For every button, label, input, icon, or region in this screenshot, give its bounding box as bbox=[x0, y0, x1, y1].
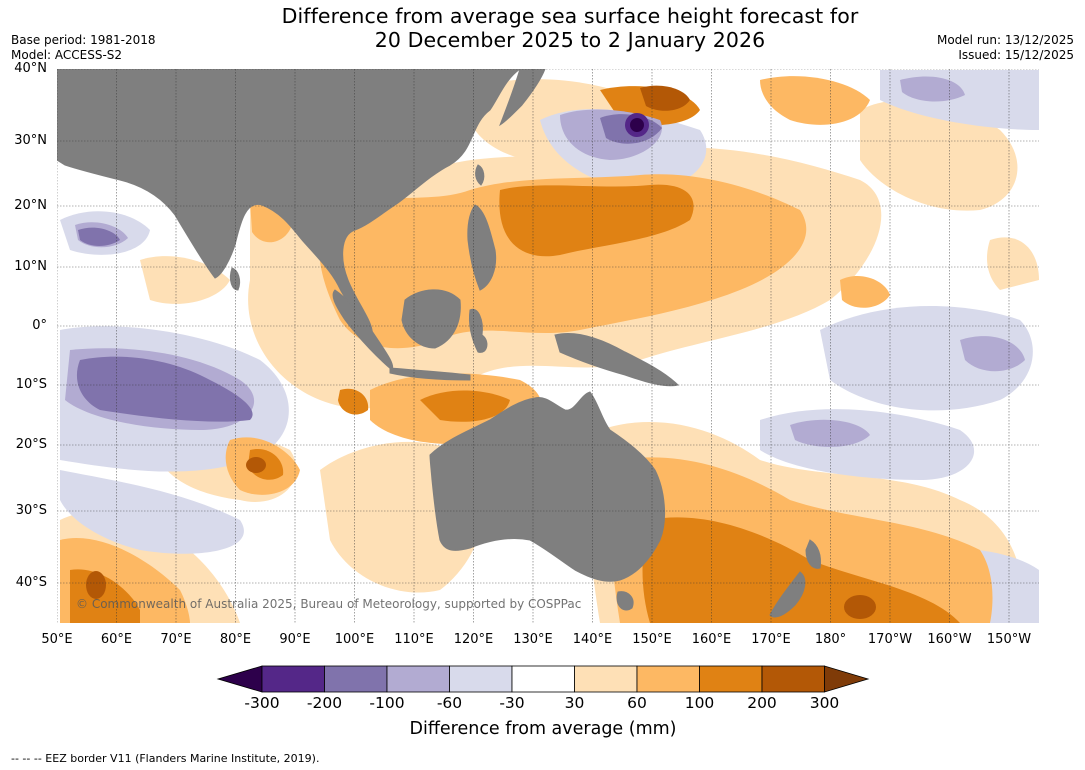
lon-label: 130°E bbox=[513, 632, 553, 647]
colorbar-extend-max bbox=[824, 665, 870, 693]
lon-label: 170°E bbox=[751, 632, 791, 647]
colorbar-tick: -30 bbox=[499, 694, 525, 712]
copyright-notice: © Commonwealth of Australia 2025, Bureau… bbox=[76, 597, 582, 611]
land-philippines bbox=[467, 204, 497, 291]
lon-label: 170°W bbox=[867, 632, 913, 647]
colorbar-segment bbox=[511, 665, 575, 693]
colorbar-tick: -300 bbox=[244, 694, 280, 712]
colorbar-tick: 300 bbox=[809, 694, 840, 712]
map-title: Difference from average sea surface heig… bbox=[180, 4, 960, 52]
lon-label: 160°W bbox=[927, 632, 972, 647]
lat-label: 10°N bbox=[14, 259, 47, 274]
anomaly-field bbox=[57, 69, 1039, 623]
lon-label: 100°E bbox=[334, 632, 375, 647]
land bbox=[57, 69, 821, 618]
colorbar-extend-min bbox=[216, 665, 263, 693]
model-run-date: Model run: 13/12/2025 bbox=[936, 33, 1074, 47]
colorbar-segment bbox=[324, 665, 388, 693]
colorbar-tick: -200 bbox=[306, 694, 343, 712]
lon-label: 150°E bbox=[632, 632, 672, 647]
lon-label: 110°E bbox=[394, 632, 434, 647]
eez-border-note: -- -- -- EEZ border V11 (Flanders Marine… bbox=[11, 752, 320, 765]
colorbar-segment bbox=[761, 665, 825, 693]
lon-label: 90°E bbox=[279, 632, 311, 647]
land-borneo bbox=[401, 289, 461, 349]
colorbar-tick: -100 bbox=[369, 694, 405, 712]
base-period: Base period: 1981-2018 bbox=[11, 33, 156, 47]
land-australia bbox=[429, 391, 665, 582]
run-info: Model run: 13/12/2025 Issued: 15/12/2025 bbox=[937, 33, 1074, 63]
lon-label: 150°W bbox=[986, 632, 1032, 647]
model-info: Base period: 1981-2018 Model: ACCESS-S2 bbox=[11, 33, 156, 63]
colorbar-segment bbox=[386, 665, 450, 693]
colorbar-tick: 30 bbox=[564, 694, 585, 712]
lon-label: 70°E bbox=[160, 632, 192, 647]
anomaly-100-200 bbox=[70, 86, 960, 623]
colorbar-segment bbox=[636, 665, 700, 693]
lat-label: 20°S bbox=[15, 437, 47, 452]
land-asia bbox=[57, 69, 521, 332]
lat-label: 20°N bbox=[14, 198, 47, 213]
model-name: Model: ACCESS-S2 bbox=[11, 48, 123, 62]
issued-date: Issued: 15/12/2025 bbox=[958, 48, 1074, 62]
graticule bbox=[57, 69, 1039, 623]
anomaly-200-300 bbox=[86, 85, 876, 619]
colorbar-segment bbox=[574, 665, 638, 693]
colorbar-tick: -60 bbox=[436, 694, 463, 712]
land-tasmania bbox=[616, 591, 634, 611]
colorbar-segment bbox=[699, 665, 763, 693]
land-new-guinea bbox=[554, 333, 679, 387]
lat-label: 40°S bbox=[15, 575, 47, 590]
land-taiwan bbox=[475, 164, 485, 186]
lon-label: 120°E bbox=[453, 632, 494, 647]
land-new-zealand-north bbox=[805, 539, 821, 569]
lat-label: 30°S bbox=[15, 503, 47, 518]
lat-label: 40°N bbox=[14, 61, 47, 76]
land-sri-lanka bbox=[229, 267, 241, 291]
colorbar-title: Difference from average (mm) bbox=[409, 719, 677, 739]
colorbar-segment bbox=[261, 665, 325, 693]
lon-label: 180° bbox=[814, 632, 847, 647]
lat-label: 10°S bbox=[15, 377, 47, 392]
anomaly-extreme-negative bbox=[625, 113, 649, 137]
land-sulawesi bbox=[469, 308, 488, 353]
lon-label: 140°E bbox=[572, 632, 613, 647]
lon-label: 80°E bbox=[219, 632, 252, 647]
colorbar-tick: 60 bbox=[627, 694, 647, 712]
colorbar-segment bbox=[449, 665, 513, 693]
lat-label: 30°N bbox=[14, 133, 47, 148]
title-line-1: Difference from average sea surface heig… bbox=[281, 4, 859, 28]
lon-label: 60°E bbox=[100, 632, 133, 647]
land-japan bbox=[499, 69, 546, 127]
land-java bbox=[389, 367, 471, 381]
colorbar-tick: 200 bbox=[747, 694, 777, 712]
lat-label: 0° bbox=[32, 318, 47, 333]
lon-label: 50°E bbox=[41, 632, 73, 647]
title-line-2: 20 December 2025 to 2 January 2026 bbox=[374, 28, 766, 52]
colorbar-tick: 100 bbox=[684, 694, 715, 712]
colorbar bbox=[216, 665, 870, 693]
lon-label: 160°E bbox=[691, 632, 732, 647]
